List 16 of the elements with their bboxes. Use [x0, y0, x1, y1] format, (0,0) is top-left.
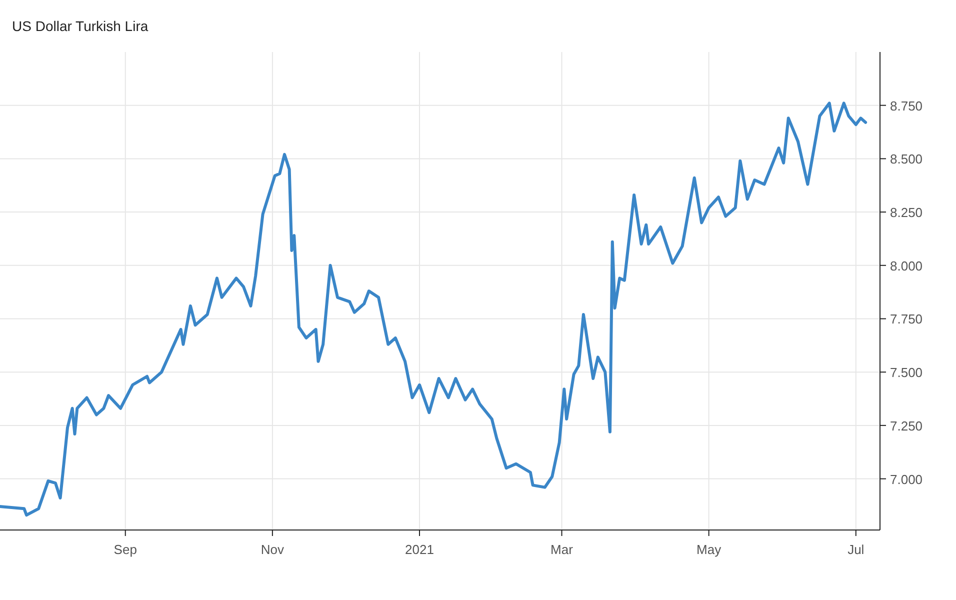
y-tick-label: 8.750 [890, 98, 923, 114]
y-tick-label: 8.000 [890, 258, 923, 274]
line-series [0, 102, 868, 517]
chart-title: US Dollar Turkish Lira [12, 18, 148, 34]
x-tick-label: Sep [114, 542, 137, 557]
x-tick-label: Mar [550, 542, 574, 557]
x-tick-label: 2021 [405, 542, 434, 557]
x-tick-label: Jul [848, 542, 864, 557]
y-tick-label: 8.250 [890, 205, 923, 220]
y-tick-label: 8.500 [890, 152, 923, 167]
y-tick-label: 7.000 [890, 472, 923, 487]
y-tick-label: 7.750 [890, 312, 923, 327]
y-tick-label: 7.500 [890, 365, 923, 380]
x-tick-label: Nov [260, 542, 284, 557]
x-tick-label: May [696, 542, 722, 557]
y-tick-label: 7.250 [890, 418, 923, 434]
